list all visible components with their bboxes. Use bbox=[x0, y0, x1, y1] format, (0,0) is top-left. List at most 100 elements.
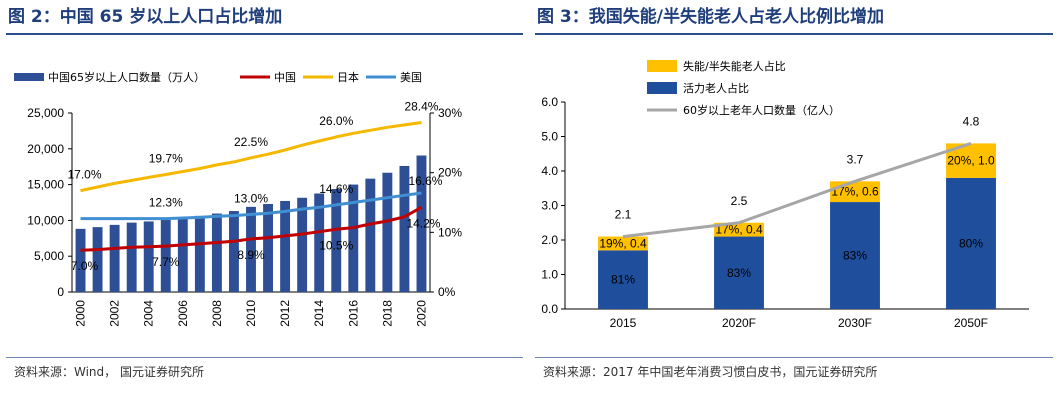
left-title-rule bbox=[6, 33, 523, 35]
series-data-label: 14.2% bbox=[406, 216, 440, 230]
population-bar bbox=[263, 204, 273, 292]
legend-bar-swatch bbox=[647, 60, 677, 72]
series-data-label: 17.0% bbox=[68, 168, 102, 182]
population-bar bbox=[75, 228, 86, 292]
y-left-tick-label: 5,000 bbox=[34, 249, 64, 263]
population-bar bbox=[348, 184, 359, 292]
population-bar bbox=[177, 217, 188, 292]
total-value-label: 2.5 bbox=[731, 194, 748, 208]
left-source-rule bbox=[6, 357, 523, 358]
y-left-tick-label: 10,000 bbox=[27, 213, 64, 227]
left-source-note: 资料来源：Wind， 国元证券研究所 bbox=[14, 365, 204, 379]
y-right-tick-label: 20% bbox=[438, 166, 462, 180]
y-right-tick-label: 10% bbox=[438, 225, 462, 239]
population-bar bbox=[143, 221, 154, 292]
total-value-label: 4.8 bbox=[963, 114, 980, 128]
series-data-label: 19.7% bbox=[149, 151, 183, 165]
right-figure-title: 图 3：我国失能/半失能老人占老人比例比增加 bbox=[537, 7, 884, 27]
total-value-label: 3.7 bbox=[847, 152, 864, 166]
vital-pct-label: 83% bbox=[843, 249, 867, 263]
vital-pct-label: 81% bbox=[611, 273, 635, 287]
y-tick-label: 6.0 bbox=[541, 95, 558, 109]
total-value-label: 2.1 bbox=[615, 208, 632, 222]
x-category-label: 2050F bbox=[954, 316, 988, 330]
population-bar bbox=[126, 222, 137, 292]
population-bar bbox=[194, 215, 205, 292]
series-data-label: 10.5% bbox=[319, 238, 353, 252]
vital-pct-label: 83% bbox=[727, 266, 751, 280]
x-tick-label: 2014 bbox=[312, 300, 326, 327]
population-bar bbox=[297, 197, 308, 292]
x-tick-label: 2018 bbox=[380, 300, 394, 327]
series-line-china bbox=[80, 205, 423, 252]
total-population-line bbox=[622, 141, 972, 239]
right-source-rule bbox=[535, 357, 1053, 358]
population-bar bbox=[246, 206, 256, 292]
population-bar bbox=[365, 178, 376, 292]
population-bar bbox=[399, 165, 410, 292]
legend-bar-swatch bbox=[14, 73, 44, 81]
series-line-usa bbox=[80, 191, 422, 221]
series-data-label: 22.5% bbox=[234, 135, 268, 149]
disabled-pct-label: 17%, 0.4 bbox=[715, 223, 763, 237]
population-bar bbox=[280, 200, 291, 292]
disabled-elderly-bar bbox=[714, 222, 764, 237]
legend-label: 中国 bbox=[274, 71, 296, 84]
series-data-label: 7.0% bbox=[71, 259, 99, 273]
legend-label: 中国65岁以上人口数量（万人） bbox=[48, 70, 205, 84]
right-figure-panel: 图 3：我国失能/半失能老人占老人比例比增加 失能/半失能老人占比 活力老人占比 6… bbox=[529, 0, 1059, 414]
population-bar bbox=[314, 193, 325, 292]
left-figure-title: 图 2：中国 65 岁以上人口占比增加 bbox=[8, 7, 283, 27]
series-line-japan bbox=[80, 121, 422, 193]
legend-label: 失能/半失能老人占比 bbox=[683, 59, 786, 73]
y-tick-label: 0.0 bbox=[541, 302, 558, 316]
y-left-tick-label: 25,000 bbox=[27, 106, 64, 120]
vital-elderly-bar bbox=[714, 236, 764, 309]
series-data-label: 13.0% bbox=[234, 191, 268, 205]
y-tick-label: 4.0 bbox=[541, 164, 558, 178]
vital-elderly-bar bbox=[830, 202, 880, 309]
y-right-tick-label: 30% bbox=[438, 106, 462, 120]
x-tick-label: 2002 bbox=[108, 300, 122, 327]
legend-label: 60岁以上老年人口数量（亿人） bbox=[683, 103, 840, 117]
x-tick-label: 2006 bbox=[176, 300, 190, 327]
population-bar bbox=[92, 227, 103, 292]
x-tick-label: 2020 bbox=[414, 300, 428, 327]
legend-label: 日本 bbox=[337, 70, 359, 84]
y-left-tick-label: 0 bbox=[57, 285, 64, 299]
x-tick-label: 2016 bbox=[346, 300, 360, 327]
series-data-label: 28.4% bbox=[404, 100, 438, 114]
vital-elderly-bar bbox=[946, 177, 996, 309]
population-bar bbox=[416, 155, 427, 292]
y-tick-label: 5.0 bbox=[541, 130, 558, 144]
left-figure-panel: 图 2：中国 65 岁以上人口占比增加 中国65岁以上人口数量（万人） 中国 日本 美… bbox=[0, 0, 529, 414]
series-data-label: 26.0% bbox=[319, 114, 353, 128]
disabled-pct-label: 17%, 0.6 bbox=[831, 185, 879, 199]
disabled-pct-label: 19%, 0.4 bbox=[599, 236, 647, 250]
legend-label: 活力老人占比 bbox=[683, 81, 749, 95]
x-tick-label: 2004 bbox=[142, 300, 156, 327]
population-bar bbox=[331, 188, 342, 292]
vital-pct-label: 80% bbox=[959, 236, 983, 250]
y-tick-label: 2.0 bbox=[541, 233, 558, 247]
series-data-label: 8.9% bbox=[237, 248, 265, 262]
y-left-tick-label: 15,000 bbox=[27, 178, 64, 192]
series-data-label: 12.3% bbox=[149, 196, 183, 210]
y-right-tick-label: 0% bbox=[438, 285, 456, 299]
legend-bar-swatch bbox=[647, 82, 677, 94]
population-aging-chart: 中国65岁以上人口数量（万人） 中国 日本 美国 0 5,000 10,000 15,000 2… bbox=[14, 70, 462, 327]
y-tick-label: 3.0 bbox=[541, 199, 558, 213]
population-bar bbox=[382, 172, 393, 292]
x-tick-label: 2000 bbox=[74, 300, 88, 327]
legend-label: 美国 bbox=[400, 71, 422, 84]
series-data-label: 16.6% bbox=[408, 174, 442, 188]
right-title-rule bbox=[535, 33, 1053, 35]
vital-elderly-bar bbox=[598, 250, 648, 309]
population-bar bbox=[229, 211, 239, 292]
x-category-label: 2020F bbox=[722, 316, 756, 330]
x-tick-label: 2012 bbox=[278, 300, 292, 327]
y-left-tick-label: 20,000 bbox=[27, 142, 64, 156]
disabled-elderly-bar bbox=[598, 236, 648, 251]
population-bar bbox=[160, 220, 171, 292]
